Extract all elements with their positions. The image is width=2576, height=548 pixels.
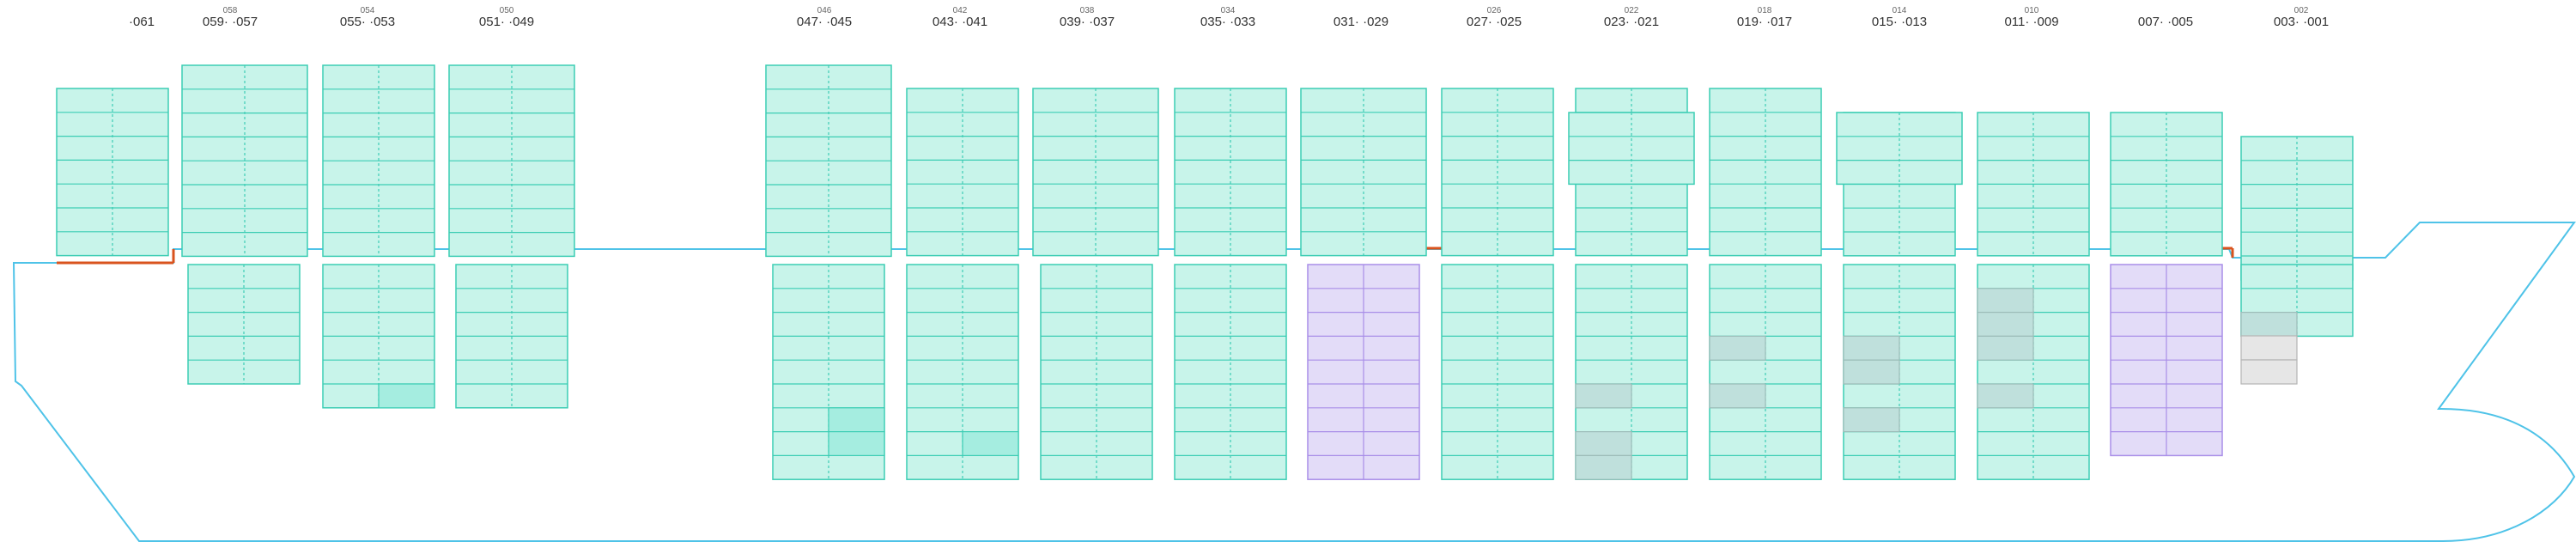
block-frame (1441, 264, 1554, 480)
hold-bay-block (187, 264, 301, 385)
hold-bay-block (1174, 264, 1287, 480)
deck-bay-block (765, 64, 892, 258)
deck-bay-block (2110, 112, 2223, 257)
bay-number-label: 019· ·017 (1737, 15, 1792, 29)
bay-subnumber-label: 058 (223, 6, 238, 15)
bay-number-label: 003· ·001 (2274, 15, 2329, 29)
container-slot-empty (2240, 335, 2298, 361)
container-slot-marked (1977, 288, 2034, 314)
container-slot-marked (1575, 431, 1632, 457)
container-slot-marked (1709, 335, 1766, 361)
hold-bay-block (1441, 264, 1554, 480)
bay-number-label: 031· ·029 (1334, 15, 1388, 29)
bay-subnumber-label: 022 (1625, 6, 1639, 15)
bay-number-label: 047· ·045 (797, 15, 852, 29)
container-slot-marked (828, 407, 885, 433)
bay-number-label: 011· ·009 (2004, 15, 2058, 29)
container-slot-marked (828, 431, 885, 457)
container-slot-marked (1977, 383, 2034, 409)
bay-number-label: 015· ·013 (1872, 15, 1927, 29)
hold-bay-block (1977, 264, 2090, 480)
container-slot-marked (1977, 335, 2034, 361)
deck-bay-block (1441, 88, 1554, 257)
hold-bay-block (1843, 264, 1956, 480)
container-slot-marked (1843, 335, 1900, 361)
container-slot-marked (962, 431, 1019, 457)
bay-subnumber-label: 042 (953, 6, 968, 15)
deck-overstow-block (1836, 112, 1963, 186)
deck-bay-block (448, 64, 575, 258)
deck-bay-block (906, 88, 1019, 257)
bay-subnumber-label: 026 (1487, 6, 1502, 15)
bay-subnumber-label: 014 (1893, 6, 1907, 15)
block-frame (1040, 264, 1153, 480)
container-slot-empty (2240, 359, 2298, 385)
hold-bay-block (322, 264, 435, 409)
container-slot-marked (1575, 383, 1632, 409)
bay-subnumber-label: 054 (361, 6, 375, 15)
bay-subnumber-label: 046 (817, 6, 832, 15)
deck-bay-block (1174, 88, 1287, 257)
bay-subnumber-label: 002 (2294, 6, 2309, 15)
container-slot-marked (378, 383, 435, 409)
deck-bay-block (1300, 88, 1427, 257)
hold-bay-block (772, 264, 885, 480)
block-frame (1709, 264, 1822, 480)
container-slot-marked (1843, 359, 1900, 385)
container-slot-marked (1843, 407, 1900, 433)
block-frame (1174, 264, 1287, 480)
bay-number-label: 039· ·037 (1060, 15, 1115, 29)
deck-bay-block (1709, 88, 1822, 257)
bay-number-label: 043· ·041 (933, 15, 987, 29)
hold-bay-block (1040, 264, 1153, 480)
bay-subnumber-label: 018 (1758, 6, 1772, 15)
bay-number-label: 035· ·033 (1200, 15, 1255, 29)
hold-bay-block (1307, 264, 1420, 480)
bay-number-label: 059· ·057 (203, 15, 258, 29)
bay-number-label: 055· ·053 (340, 15, 395, 29)
hold-bay-block (2110, 264, 2223, 457)
hold-bay-block (455, 264, 568, 409)
bay-number-label: 023· ·021 (1604, 15, 1659, 29)
bay-subnumber-label: 034 (1221, 6, 1236, 15)
container-slot-marked (2240, 312, 2298, 338)
hold-bay-block (906, 264, 1019, 480)
container-slot-marked (1575, 454, 1632, 480)
deck-bay-block (181, 64, 308, 258)
container-slot-marked (1709, 383, 1766, 409)
hold-bay-block (1709, 264, 1822, 480)
hull-outline (12, 222, 2576, 542)
bay-number-label: ·061 (129, 15, 155, 29)
hold-bay-block (2240, 264, 2354, 338)
deck-bay-block (2240, 136, 2354, 281)
deck-bay-block (56, 88, 169, 257)
deck-bay-block (322, 64, 435, 258)
bay-number-label: 027· ·025 (1467, 15, 1522, 29)
bay-subnumber-label: 038 (1080, 6, 1095, 15)
deck-bay-block (1977, 112, 2090, 257)
container-slot-marked (1977, 312, 2034, 338)
deck-bay-block (1032, 88, 1159, 257)
hold-bay-block (1575, 264, 1688, 480)
bay-subnumber-label: 010 (2025, 6, 2039, 15)
deck-overstow-block (1568, 112, 1695, 186)
bay-number-label: 051· ·049 (479, 15, 534, 29)
bay-number-label: 007· ·005 (2138, 15, 2193, 29)
bay-subnumber-label: 050 (500, 6, 514, 15)
